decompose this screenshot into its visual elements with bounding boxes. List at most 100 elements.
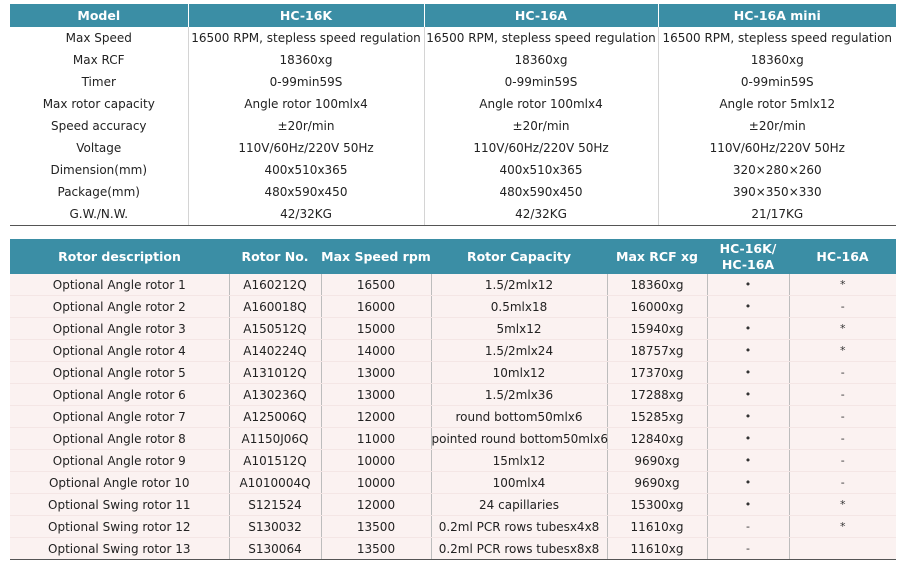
spec-value-cell: 480x590x450 <box>188 181 425 203</box>
rotor-capacity-cell: 0.2ml PCR rows tubesx4x8 <box>431 515 608 538</box>
rotor-header-hc16k-hc16a: HC-16K/ HC-16A <box>707 239 789 274</box>
rotor-max-rcf-cell: 15940xg <box>607 317 708 340</box>
rotor-hc16a-cell: - <box>789 471 896 494</box>
rotor-description-cell: Optional Angle rotor 10 <box>10 471 230 494</box>
spec-row: Max rotor capacity Angle rotor 100mlx4 Ang… <box>10 93 896 115</box>
spec-row: Speed accuracy ±20r/min ±20r/min ±20r/min <box>10 115 896 137</box>
rotor-number-cell: A125006Q <box>229 405 322 428</box>
rotor-header-capacity: Rotor Capacity <box>431 239 607 274</box>
rotor-hc16a-cell: * <box>789 339 896 362</box>
rotor-max-rcf-cell: 9690xg <box>607 471 708 494</box>
rotor-max-speed-cell: 16500 <box>321 274 432 296</box>
rotor-row: Optional Angle rotor 2 A160018Q 16000 0.5ml… <box>10 295 896 318</box>
rotor-max-speed-cell: 16000 <box>321 295 432 318</box>
rotor-row: Optional Swing rotor 11 S121524 12000 24 ca… <box>10 493 896 516</box>
spec-label-cell: G.W./N.W. <box>10 203 189 226</box>
spec-value-cell: 0-99min59S <box>740 75 814 89</box>
rotor-max-speed-cell: 14000 <box>321 339 432 362</box>
spec-label-cell: Max rotor capacity <box>10 93 189 115</box>
spec-row: Max Speed 16500 RPM, stepless speed regul… <box>10 27 896 49</box>
rotor-capacity-cell: 1.5/2mlx36 <box>431 383 608 406</box>
rotor-row: Optional Angle rotor 9 A101512Q 10000 15mlx… <box>10 449 896 472</box>
rotor-row: Optional Angle rotor 8 A1150J06Q 11000 poin… <box>10 427 896 450</box>
rotor-hc16a-cell <box>789 537 896 560</box>
rotor-capacity-cell: 0.2ml PCR rows tubesx8x8 <box>431 537 608 560</box>
spec-label-cell: Dimension(mm) <box>10 159 189 181</box>
rotor-capacity-cell: pointed round bottom50mlx6 <box>431 427 608 450</box>
spec-header-hc16a: HC-16A <box>424 4 659 27</box>
rotor-hc16a-cell: - <box>789 383 896 406</box>
rotor-max-speed-cell: 13000 <box>321 361 432 384</box>
rotor-number-cell: A160212Q <box>229 274 322 296</box>
spec-value-cell: 16500 RPM, stepless speed regulation <box>188 27 425 49</box>
rotor-description-cell: Optional Swing rotor 13 <box>10 537 230 560</box>
spec-value-cell: 390×350×330 <box>732 185 822 199</box>
rotor-max-rcf-cell: 15300xg <box>607 493 708 516</box>
spec-value-cell: 0-99min59S <box>188 71 425 93</box>
spec-value-cell: 21/17KG <box>658 203 896 226</box>
rotor-hc16k-hc16a-cell: • <box>707 427 790 450</box>
spec-label-cell: Max RCF <box>10 49 189 71</box>
rotor-header-max-rcf: Max RCF xg <box>607 239 707 274</box>
rotor-row: Optional Swing rotor 13 S130064 13500 0.2ml… <box>10 537 896 560</box>
rotor-max-rcf-cell: 17288xg <box>607 383 708 406</box>
rotor-number-cell: A101512Q <box>229 449 322 472</box>
rotor-hc16k-hc16a-cell: • <box>707 471 790 494</box>
rotor-hc16a-cell: * <box>789 515 896 538</box>
spec-value-cell: ±20r/min <box>188 115 425 137</box>
rotor-hc16k-hc16a-cell: - <box>707 537 790 560</box>
rotor-max-rcf-cell: 16000xg <box>607 295 708 318</box>
rotor-hc16k-hc16a-cell: • <box>707 361 790 384</box>
rotor-number-cell: A140224Q <box>229 339 322 362</box>
rotor-row: Optional Swing rotor 12 S130032 13500 0.2ml… <box>10 515 896 538</box>
spec-row: Voltage 110V/60Hz/220V 50Hz 110V/60Hz/220V… <box>10 137 896 159</box>
rotor-capacity-cell: 5mlx12 <box>431 317 608 340</box>
spec-value-cell: 18360xg <box>188 49 425 71</box>
rotor-row: Optional Angle rotor 5 A131012Q 13000 10mlx… <box>10 361 896 384</box>
rotor-number-cell: A1150J06Q <box>229 427 322 450</box>
rotor-description-cell: Optional Angle rotor 8 <box>10 427 230 450</box>
spec-value-cell: 42/32KG <box>188 203 425 226</box>
rotor-description-cell: Optional Angle rotor 2 <box>10 295 230 318</box>
spec-value-cell: ±20r/min <box>424 115 659 137</box>
rotor-table: Rotor description Rotor No. Max Speed rp… <box>10 239 896 560</box>
rotor-capacity-cell: 1.5/2mlx24 <box>431 339 608 362</box>
rotor-row: Optional Angle rotor 4 A140224Q 14000 1.5/2… <box>10 339 896 362</box>
rotor-hc16k-hc16a-cell: • <box>707 295 790 318</box>
rotor-capacity-cell: 24 capillaries <box>431 493 608 516</box>
spec-value-cell: 42/32KG <box>424 203 659 226</box>
spec-label-cell: Package(mm) <box>10 181 189 203</box>
rotor-row: Optional Angle rotor 1 A160212Q 16500 1.5/2… <box>10 274 896 296</box>
rotor-max-rcf-cell: 11610xg <box>607 537 708 560</box>
spec-value-cell: 0-99min59S <box>424 71 659 93</box>
rotor-number-cell: S130032 <box>229 515 322 538</box>
rotor-description-cell: Optional Angle rotor 3 <box>10 317 230 340</box>
rotor-max-speed-cell: 15000 <box>321 317 432 340</box>
rotor-capacity-cell: 100mlx4 <box>431 471 608 494</box>
rotor-capacity-cell: 10mlx12 <box>431 361 608 384</box>
rotor-header-row: Rotor description Rotor No. Max Speed rp… <box>10 239 896 274</box>
rotor-number-cell: A160018Q <box>229 295 322 318</box>
rotor-header-number: Rotor No. <box>229 239 321 274</box>
rotor-hc16a-cell: * <box>789 493 896 516</box>
rotor-description-cell: Optional Swing rotor 12 <box>10 515 230 538</box>
rotor-max-speed-cell: 13500 <box>321 537 432 560</box>
rotor-hc16a-cell: - <box>789 405 896 428</box>
rotor-max-speed-cell: 12000 <box>321 405 432 428</box>
spec-value-cell: 110V/60Hz/220V 50Hz <box>424 137 659 159</box>
rotor-hc16k-hc16a-cell: • <box>707 317 790 340</box>
spec-value-cell: 110V/60Hz/220V 50Hz <box>709 141 845 155</box>
spec-label-cell: Voltage <box>10 137 189 159</box>
spec-header-hc16a-mini: HC-16A mini <box>658 4 896 27</box>
spec-value-cell: 400x510x365 <box>188 159 425 181</box>
rotor-capacity-cell: round bottom50mlx6 <box>431 405 608 428</box>
rotor-hc16k-hc16a-cell: • <box>707 405 790 428</box>
spec-header-row: Model HC-16K HC-16A HC-16A mini <box>10 4 896 27</box>
spec-row: Timer 0-99min59S 0-99min59S 0-99min59S <box>10 71 896 93</box>
rotor-hc16k-hc16a-cell: • <box>707 493 790 516</box>
rotor-row: Optional Angle rotor 7 A125006Q 12000 round… <box>10 405 896 428</box>
rotor-capacity-cell: 15mlx12 <box>431 449 608 472</box>
spec-value-cell: Angle rotor 100mlx4 <box>424 93 659 115</box>
rotor-row: Optional Angle rotor 3 A150512Q 15000 5mlx1… <box>10 317 896 340</box>
rotor-row: Optional Angle rotor 10 A1010004Q 10000 100… <box>10 471 896 494</box>
